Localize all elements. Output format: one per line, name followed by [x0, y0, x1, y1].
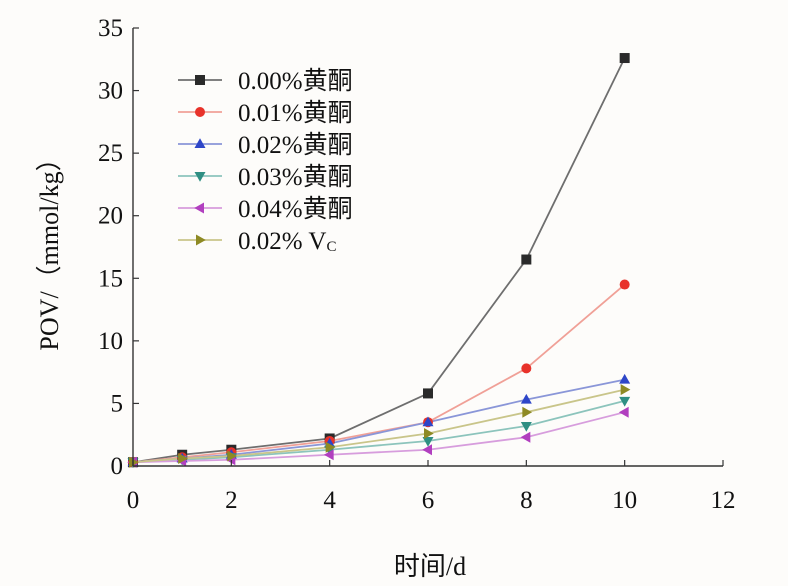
data-point-series-1 — [619, 53, 630, 64]
data-point-series-6 — [227, 450, 238, 462]
legend-label: 0.01%黄酮 — [238, 99, 353, 127]
y-tick-label: 15 — [98, 265, 123, 292]
x-tick-label: 2 — [225, 487, 238, 514]
y-tick-label: 0 — [111, 453, 124, 480]
legend-label: 0.02% VC — [238, 228, 336, 255]
legend-label: 0.03%黄酮 — [238, 163, 353, 191]
data-point-series-4 — [422, 436, 434, 447]
x-tick-label: 0 — [127, 487, 140, 514]
series-line-2 — [132, 283, 626, 464]
data-point-series-5 — [422, 444, 432, 456]
y-tick-label: 10 — [98, 328, 123, 355]
legend-marker — [194, 202, 204, 214]
data-point-series-5 — [618, 406, 629, 418]
x-tick-label: 12 — [711, 487, 736, 514]
legend-marker — [195, 107, 205, 117]
y-tick-label: 30 — [98, 78, 123, 105]
legend-label: 0.00%黄酮 — [238, 67, 353, 95]
legend-marker — [196, 234, 206, 246]
x-tick-label: 8 — [520, 487, 533, 514]
data-point-series-2 — [521, 363, 532, 374]
data-point-series-5 — [520, 431, 531, 443]
legend-label: 0.04%黄酮 — [238, 195, 353, 223]
y-tick-label: 25 — [98, 140, 123, 167]
data-point-series-6 — [522, 406, 533, 418]
y-axis-title: POV/（mmol/kg） — [35, 145, 64, 350]
series-markers — [127, 53, 631, 468]
y-tick-label: 5 — [111, 390, 124, 417]
data-point-series-6 — [178, 452, 188, 464]
x-tick-label: 6 — [422, 487, 435, 514]
data-point-series-6 — [424, 427, 434, 439]
data-point-series-4 — [619, 396, 631, 407]
series-line-1 — [132, 57, 626, 464]
legend-marker — [194, 172, 206, 182]
data-point-series-5 — [323, 449, 334, 461]
x-tick-label: 10 — [612, 487, 637, 514]
x-axis-title: 时间/d — [394, 552, 466, 581]
data-point-series-1 — [521, 254, 532, 265]
data-point-series-6 — [620, 384, 631, 396]
data-point-series-3 — [619, 373, 631, 384]
axes — [132, 27, 724, 467]
legend: 0.00%黄酮 0.01%黄酮 0.02%黄酮 0.03%黄酮 0.04%黄酮 0.02%… — [178, 67, 353, 255]
y-tick-label: 35 — [98, 15, 123, 42]
legend-marker — [195, 75, 205, 85]
series-lines — [132, 57, 626, 464]
data-point-series-2 — [619, 279, 630, 290]
data-point-series-4 — [520, 421, 532, 432]
data-point-series-6 — [325, 441, 336, 453]
y-tick-label: 20 — [98, 203, 123, 230]
tick-labels: 0 2 4 6 8 10 12 0 5 10 15 20 25 30 35 — [98, 15, 736, 514]
x-tick-label: 4 — [323, 487, 336, 514]
data-point-series-1 — [423, 388, 433, 399]
data-point-series-3 — [422, 416, 434, 427]
data-point-series-3 — [520, 393, 532, 404]
legend-label: 0.02%黄酮 — [238, 131, 353, 159]
series-line-3 — [132, 378, 625, 464]
data-point-series-6 — [129, 456, 139, 468]
legend-marker — [194, 138, 206, 148]
